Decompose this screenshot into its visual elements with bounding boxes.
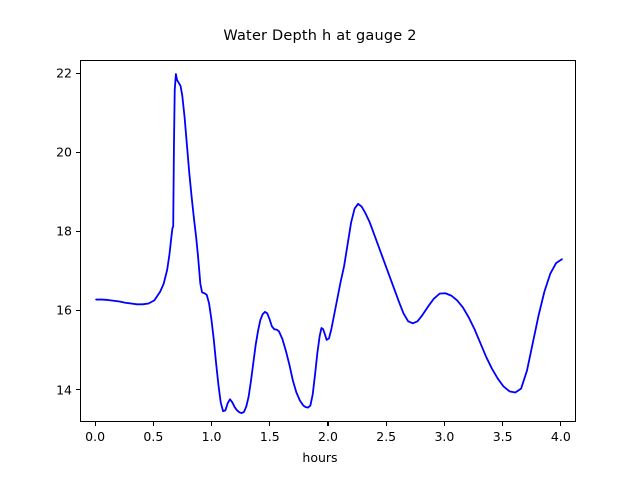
x-tick-label: 2.5	[376, 429, 397, 444]
x-tick-label: 3.5	[492, 429, 513, 444]
y-tick-label: 14	[56, 382, 72, 398]
x-axis-label: hours	[302, 450, 338, 465]
chart-title: Water Depth h at gauge 2	[223, 28, 417, 44]
y-tick-label: 22	[56, 65, 72, 81]
x-tick-label: 1.5	[259, 429, 280, 444]
x-tick-label: 1.0	[201, 429, 222, 444]
x-tick-mark	[443, 422, 445, 426]
x-tick-label: 0.0	[85, 429, 106, 444]
x-tick-label: 2.0	[318, 429, 338, 444]
y-tick-mark	[76, 309, 80, 311]
x-tick-mark	[152, 422, 154, 426]
y-tick-label: 20	[56, 144, 72, 160]
y-tick-mark	[76, 230, 80, 232]
x-tick-mark	[211, 422, 213, 426]
x-tick-mark	[502, 422, 504, 426]
plot-area	[80, 60, 576, 422]
x-tick-label: 4.0	[550, 429, 571, 444]
x-tick-label: 0.5	[143, 429, 164, 444]
x-tick-label: 3.0	[434, 429, 455, 444]
y-tick-label: 16	[56, 302, 72, 318]
x-tick-mark	[94, 422, 96, 426]
data-series-line	[95, 73, 563, 415]
y-tick-mark	[76, 389, 80, 391]
line-chart-svg	[95, 73, 563, 415]
y-tick-label: 18	[56, 223, 72, 239]
y-tick-mark	[76, 72, 80, 74]
x-tick-mark	[385, 422, 387, 426]
x-tick-mark	[327, 422, 329, 426]
x-tick-mark	[560, 422, 562, 426]
x-tick-mark	[269, 422, 271, 426]
y-tick-mark	[76, 151, 80, 153]
